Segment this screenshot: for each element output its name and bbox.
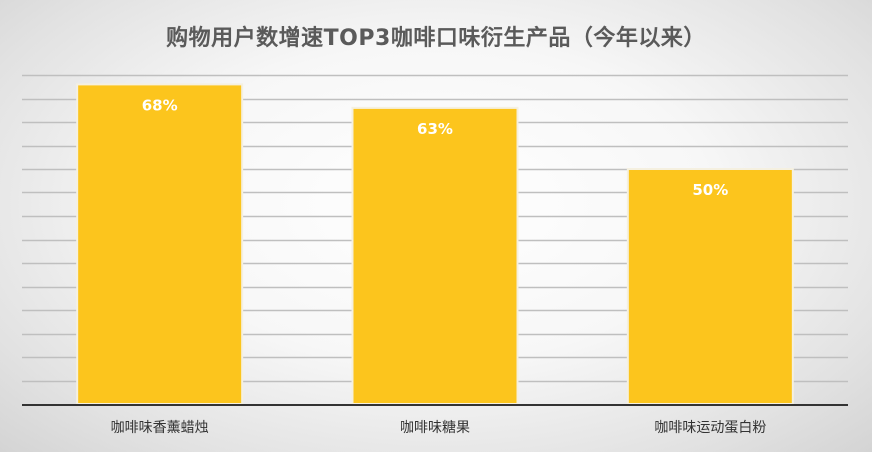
chart-title: 购物用户数增速TOP3咖啡口味衍生产品（今年以来）: [166, 26, 706, 51]
bars: 68% 63% 50%: [76, 83, 794, 406]
bar: [351, 106, 519, 406]
category-label: 咖啡味香薰蜡烛: [111, 420, 209, 436]
data-label: 63%: [417, 120, 453, 138]
category-labels: 咖啡味香薰蜡烛 咖啡味糖果 咖啡味运动蛋白粉: [111, 420, 767, 436]
bar: [626, 168, 794, 405]
data-label: 50%: [692, 181, 728, 199]
category-label: 咖啡味糖果: [400, 420, 470, 436]
data-label: 68%: [142, 96, 178, 114]
bar: [76, 83, 244, 406]
category-label: 咖啡味运动蛋白粉: [654, 420, 766, 436]
